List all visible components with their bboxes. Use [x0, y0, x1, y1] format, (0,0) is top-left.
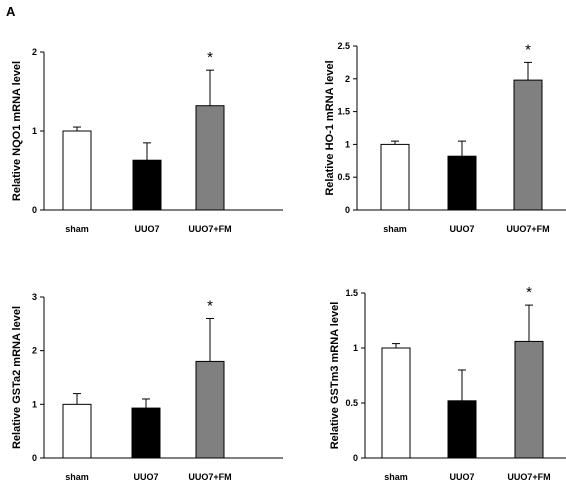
bar [513, 79, 543, 211]
significance-marker: * [207, 49, 213, 66]
significance-marker: * [526, 284, 532, 301]
bar [381, 347, 411, 459]
category-label: sham [65, 472, 89, 482]
y-tick-label: 2 [345, 74, 350, 84]
bar [514, 340, 544, 459]
category-label: sham [384, 472, 408, 482]
y-tick-label: 0.5 [337, 172, 350, 182]
y-tick-label: 1 [32, 399, 37, 409]
bar [447, 155, 477, 211]
category-label: UUO7 [449, 224, 474, 234]
chart-4: 0 0.5 1 1.5 Relative GSTm3 mRNA level sham UUO… [329, 284, 566, 482]
y-axis-title: Relative GSTa2 mRNA level [11, 306, 23, 449]
panel-label: A [6, 4, 16, 19]
category-label: UUO7+FM [506, 224, 549, 234]
category-label: UUO7 [133, 472, 158, 482]
bar [132, 159, 162, 211]
y-axis-title: Relative GSTm3 mRNA level [329, 302, 341, 450]
category-label: UUO7+FM [188, 472, 231, 482]
bar [195, 105, 225, 211]
chart-3: 0 1 2 3 Relative GSTa2 mRNA level sham UUO7 * UU… [11, 292, 283, 482]
y-tick-label: 0 [345, 205, 350, 215]
y-axis-title: Relative HO-1 mRNA level [324, 60, 336, 195]
category-label: UUO7 [449, 472, 474, 482]
y-tick-label: 0 [353, 453, 358, 463]
y-tick-label: 0.5 [345, 398, 358, 408]
bar [447, 400, 477, 459]
significance-marker: * [525, 41, 531, 58]
bar [131, 407, 161, 459]
category-label: UUO7+FM [188, 224, 231, 234]
chart-1: 0 1 2 Relative NQO1 mRNA level sham UUO7 * UUO7… [11, 47, 283, 234]
y-axis-title: Relative NQO1 mRNA level [11, 61, 23, 201]
y-tick-label: 1 [32, 126, 37, 136]
bar [62, 130, 92, 211]
y-tick-label: 2 [32, 47, 37, 57]
y-tick-label: 2.5 [337, 41, 350, 51]
category-label: UUO7 [134, 224, 159, 234]
y-tick-label: 3 [32, 292, 37, 302]
bar [380, 143, 410, 211]
y-tick-label: 1.5 [337, 107, 350, 117]
y-tick-label: 1.5 [345, 288, 358, 298]
y-tick-label: 0 [32, 205, 37, 215]
category-label: UUO7+FM [507, 472, 550, 482]
bar [62, 403, 92, 459]
y-tick-label: 1 [345, 139, 350, 149]
category-label: sham [383, 224, 407, 234]
y-tick-label: 0 [32, 453, 37, 463]
significance-marker: * [207, 297, 213, 314]
category-label: sham [65, 224, 89, 234]
y-tick-label: 2 [32, 346, 37, 356]
y-tick-label: 1 [353, 343, 358, 353]
bar [195, 360, 225, 459]
